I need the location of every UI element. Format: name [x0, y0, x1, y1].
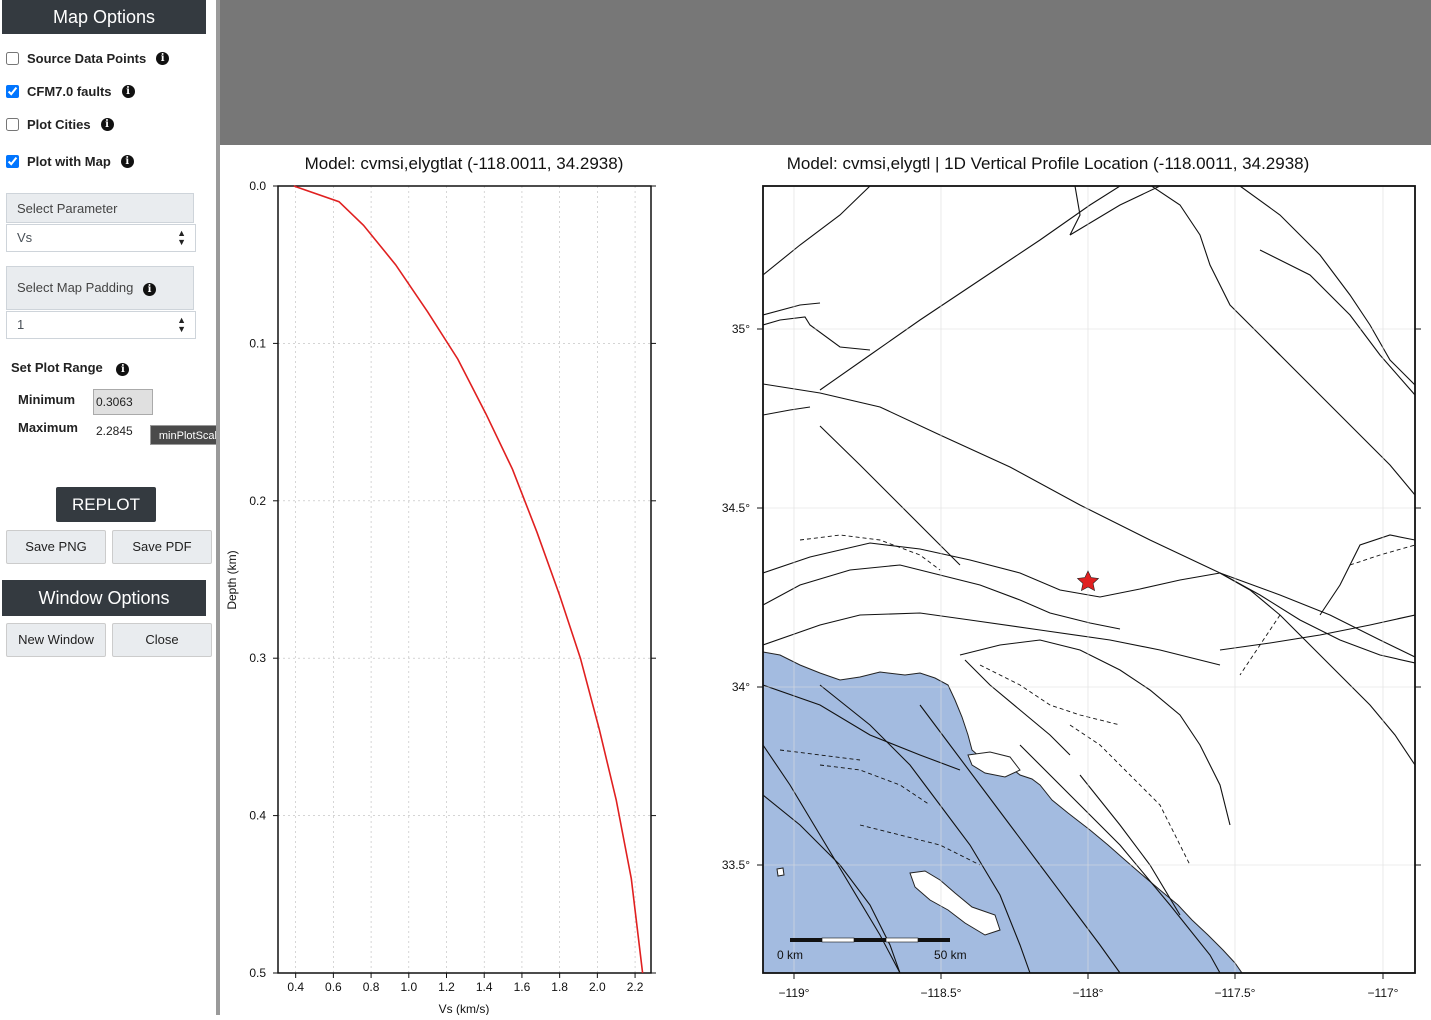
map-frame	[762, 185, 1416, 974]
y-tick-label: 0.4	[249, 809, 266, 823]
select-parameter-label: Select Parameter	[6, 193, 194, 223]
island	[967, 751, 1021, 778]
map-ticks: −119° −118.5° −118° −117.5° −117° 35° 34.5° 34°…	[722, 322, 1421, 1000]
map-x-tick-label: −118°	[1073, 986, 1104, 1000]
x-tick-label: 2.2	[627, 980, 644, 994]
profile-frame	[277, 185, 652, 974]
source-data-points-checkbox[interactable]	[6, 51, 19, 65]
profile-location-star-icon	[1076, 570, 1100, 592]
fault-lines	[763, 186, 1415, 973]
map-x-tick-label: −119°	[779, 986, 810, 1000]
info-icon[interactable]: i	[120, 154, 134, 168]
info-icon[interactable]: i	[142, 283, 156, 296]
plot-with-map-label: Plot with Map	[27, 153, 111, 169]
map-y-tick-label: 34°	[732, 680, 750, 694]
select-arrows-icon: ▲ ▼	[177, 315, 186, 334]
sidebar: Map Options Source Data Points i CFM7.0 …	[0, 0, 232, 1015]
plot-range-header: Set Plot Range i	[11, 360, 130, 376]
x-tick-label: 1.0	[400, 980, 417, 994]
map-x-tick-label: −117.5°	[1215, 986, 1256, 1000]
plot-with-map-checkbox[interactable]	[6, 154, 19, 168]
minimum-label: Minimum	[18, 392, 76, 407]
scale-bar-start-label: 0 km	[777, 948, 803, 962]
cfm-faults-option[interactable]: CFM7.0 faults i	[6, 81, 135, 101]
window-options-header: Window Options	[2, 580, 206, 616]
x-tick-label: 1.2	[438, 980, 455, 994]
plot-area: Model: cvmsi,elygtlat (-118.0011, 34.293…	[220, 145, 1431, 1016]
y-tick-label: 0.2	[249, 494, 266, 508]
map-y-tick-label: 33.5°	[722, 858, 750, 872]
profile-ticks: 0.4 0.6 0.8 1.0 1.2 1.4 1.6 1.8 2.0 2.2 0.0 0.1 0.2 0…	[249, 179, 656, 994]
plot-cities-checkbox[interactable]	[6, 117, 19, 131]
plot-range-label: Set Plot Range	[11, 360, 103, 375]
plot-with-map-option[interactable]: Plot with Map i	[6, 151, 134, 171]
plot-svg: Model: cvmsi,elygtlat (-118.0011, 34.293…	[225, 154, 1421, 1016]
map-y-tick-label: 35°	[732, 322, 750, 336]
map-x-tick-label: −117°	[1368, 986, 1399, 1000]
replot-button[interactable]: REPLOT	[56, 487, 156, 522]
island	[909, 870, 1001, 936]
x-tick-label: 0.4	[287, 980, 304, 994]
profile-title: Model: cvmsi,elygtlat (-118.0011, 34.293…	[305, 154, 624, 173]
parameter-select[interactable]: Vs ▲ ▼	[6, 224, 196, 252]
new-window-button[interactable]: New Window	[6, 623, 106, 657]
y-tick-label: 0.0	[249, 179, 266, 193]
scale-bar-end-label: 50 km	[934, 948, 967, 962]
info-icon[interactable]: i	[121, 84, 135, 98]
maximum-input[interactable]: 2.2845	[93, 418, 153, 444]
profile-ylabel: Depth (km)	[225, 550, 239, 609]
x-tick-label: 1.8	[551, 980, 568, 994]
cfm-faults-checkbox[interactable]	[6, 84, 19, 98]
top-bar	[220, 0, 1431, 145]
info-icon[interactable]: i	[116, 363, 130, 376]
map-graticule	[763, 186, 1415, 973]
cfm-faults-label: CFM7.0 faults	[27, 83, 112, 99]
tooltip: minPlotScale	[150, 425, 232, 445]
x-tick-label: 1.4	[476, 980, 493, 994]
map-y-tick-label: 34.5°	[722, 501, 750, 515]
save-png-button[interactable]: Save PNG	[6, 530, 106, 564]
maximum-label: Maximum	[18, 420, 78, 435]
parameter-select-value: Vs	[17, 230, 33, 245]
source-data-points-option[interactable]: Source Data Points i	[6, 48, 170, 68]
info-icon[interactable]: i	[100, 117, 114, 131]
source-data-points-label: Source Data Points	[27, 50, 147, 66]
select-map-padding-label: Select Map Padding	[17, 280, 134, 295]
x-tick-label: 2.0	[589, 980, 606, 994]
select-arrows-icon: ▲ ▼	[177, 228, 186, 247]
y-tick-label: 0.1	[249, 336, 266, 350]
profile-curve	[293, 185, 644, 974]
profile-grid	[278, 185, 651, 974]
select-map-padding-header: Select Map Padding i	[6, 266, 194, 310]
y-tick-label: 0.3	[249, 651, 266, 665]
map-options-header: Map Options	[2, 0, 206, 34]
close-button[interactable]: Close	[112, 623, 212, 657]
info-icon[interactable]: i	[156, 51, 170, 65]
x-tick-label: 1.6	[514, 980, 531, 994]
profile-chart: Model: cvmsi,elygtlat (-118.0011, 34.293…	[225, 154, 656, 1016]
plot-cities-label: Plot Cities	[27, 116, 91, 132]
panel-divider[interactable]	[216, 0, 220, 1015]
save-pdf-button[interactable]: Save PDF	[112, 530, 212, 564]
x-tick-label: 0.6	[325, 980, 342, 994]
profile-xlabel: Vs (km/s)	[439, 1002, 490, 1015]
map-padding-select-value: 1	[17, 317, 25, 332]
map-chart: Model: cvmsi,elygtl | 1D Vertical Profil…	[722, 154, 1421, 1000]
island	[776, 867, 785, 877]
y-tick-label: 0.5	[249, 966, 266, 980]
dashed-fault-lines	[779, 534, 1415, 866]
map-x-tick-label: −118.5°	[921, 986, 962, 1000]
map-title: Model: cvmsi,elygtl | 1D Vertical Profil…	[787, 154, 1310, 173]
scale-bar: 0 km 50 km	[777, 937, 967, 962]
map-padding-select[interactable]: 1 ▲ ▼	[6, 311, 196, 339]
plot-cities-option[interactable]: Plot Cities i	[6, 114, 114, 134]
x-tick-label: 0.8	[363, 980, 380, 994]
minimum-input[interactable]: 0.3063	[93, 389, 153, 415]
